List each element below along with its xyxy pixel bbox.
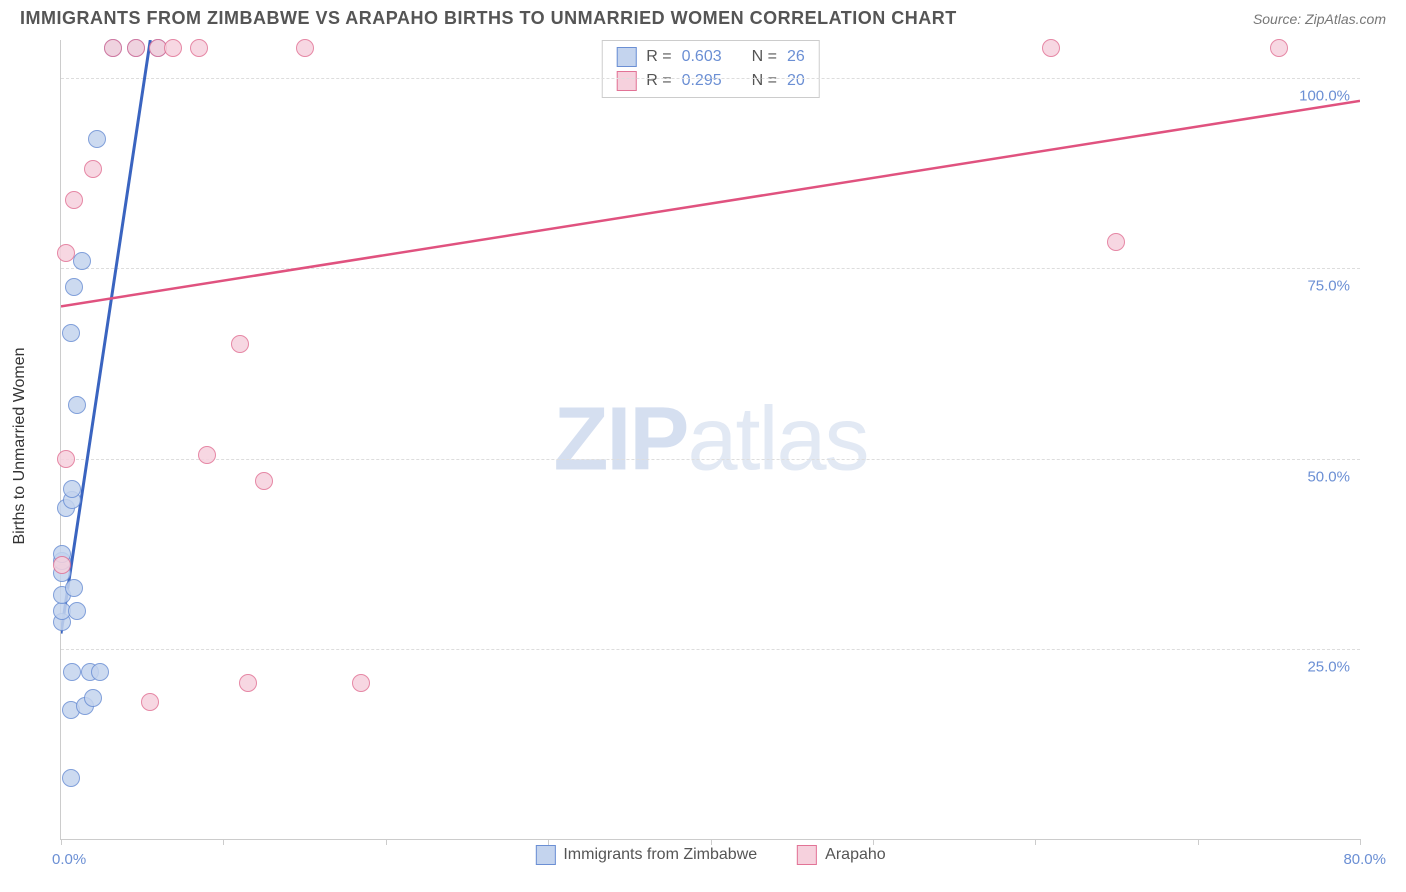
legend-item-arapaho: Arapaho — [797, 845, 886, 865]
r-label: R = — [646, 48, 671, 66]
gridline — [61, 459, 1360, 460]
data-point — [255, 472, 273, 490]
data-point — [1270, 39, 1288, 57]
legend-item-zimbabwe: Immigrants from Zimbabwe — [535, 845, 757, 865]
legend-label: Immigrants from Zimbabwe — [563, 846, 757, 864]
x-tick — [1035, 839, 1036, 845]
r-value: 0.603 — [682, 48, 722, 66]
data-point — [63, 663, 81, 681]
n-label: N = — [752, 48, 777, 66]
x-tick — [61, 839, 62, 845]
data-point — [296, 39, 314, 57]
data-point — [73, 252, 91, 270]
gridline — [61, 268, 1360, 269]
correlation-legend: R = 0.603 N = 26 R = 0.295 N = 20 — [601, 40, 820, 98]
r-label: R = — [646, 72, 671, 90]
data-point — [57, 244, 75, 262]
x-tick — [548, 839, 549, 845]
x-tick-label: 80.0% — [1343, 851, 1386, 868]
watermark-bold: ZIP — [553, 389, 687, 489]
x-tick — [873, 839, 874, 845]
y-tick-label: 25.0% — [1307, 658, 1350, 675]
watermark: ZIPatlas — [553, 388, 867, 491]
n-label: N = — [752, 72, 777, 90]
x-tick — [1198, 839, 1199, 845]
y-tick-label: 100.0% — [1299, 88, 1350, 105]
data-point — [239, 674, 257, 692]
source-attribution: Source: ZipAtlas.com — [1253, 11, 1386, 27]
data-point — [68, 396, 86, 414]
legend-swatch-zimbabwe — [616, 47, 636, 67]
legend-swatch-arapaho — [797, 845, 817, 865]
data-point — [65, 278, 83, 296]
data-point — [65, 579, 83, 597]
data-point — [57, 450, 75, 468]
trendlines — [61, 40, 1360, 839]
gridline — [61, 649, 1360, 650]
title-bar: IMMIGRANTS FROM ZIMBABWE VS ARAPAHO BIRT… — [0, 0, 1406, 33]
data-point — [231, 335, 249, 353]
x-tick — [386, 839, 387, 845]
x-tick-label: 0.0% — [52, 851, 86, 868]
data-point — [164, 39, 182, 57]
watermark-light: atlas — [687, 389, 867, 489]
legend-row-arapaho: R = 0.295 N = 20 — [616, 69, 805, 93]
data-point — [127, 39, 145, 57]
data-point — [62, 324, 80, 342]
data-point — [84, 689, 102, 707]
data-point — [53, 556, 71, 574]
x-tick — [1360, 839, 1361, 845]
data-point — [62, 769, 80, 787]
trend-line — [61, 101, 1360, 306]
data-point — [91, 663, 109, 681]
r-value: 0.295 — [682, 72, 722, 90]
y-tick-label: 75.0% — [1307, 278, 1350, 295]
x-tick — [711, 839, 712, 845]
data-point — [68, 602, 86, 620]
data-point — [1107, 233, 1125, 251]
data-point — [88, 130, 106, 148]
legend-swatch-arapaho — [616, 71, 636, 91]
legend-row-zimbabwe: R = 0.603 N = 26 — [616, 45, 805, 69]
data-point — [65, 191, 83, 209]
data-point — [104, 39, 122, 57]
gridline — [61, 78, 1360, 79]
chart-title: IMMIGRANTS FROM ZIMBABWE VS ARAPAHO BIRT… — [20, 8, 957, 29]
legend-swatch-zimbabwe — [535, 845, 555, 865]
scatter-chart: ZIPatlas R = 0.603 N = 26 R = 0.295 N = … — [60, 40, 1360, 840]
data-point — [84, 160, 102, 178]
y-axis-label: Births to Unmarried Women — [11, 347, 29, 544]
y-tick-label: 50.0% — [1307, 468, 1350, 485]
data-point — [352, 674, 370, 692]
legend-label: Arapaho — [825, 846, 886, 864]
data-point — [63, 480, 81, 498]
n-value: 26 — [787, 48, 805, 66]
n-value: 20 — [787, 72, 805, 90]
x-tick — [223, 839, 224, 845]
data-point — [1042, 39, 1060, 57]
data-point — [198, 446, 216, 464]
data-point — [190, 39, 208, 57]
data-point — [141, 693, 159, 711]
